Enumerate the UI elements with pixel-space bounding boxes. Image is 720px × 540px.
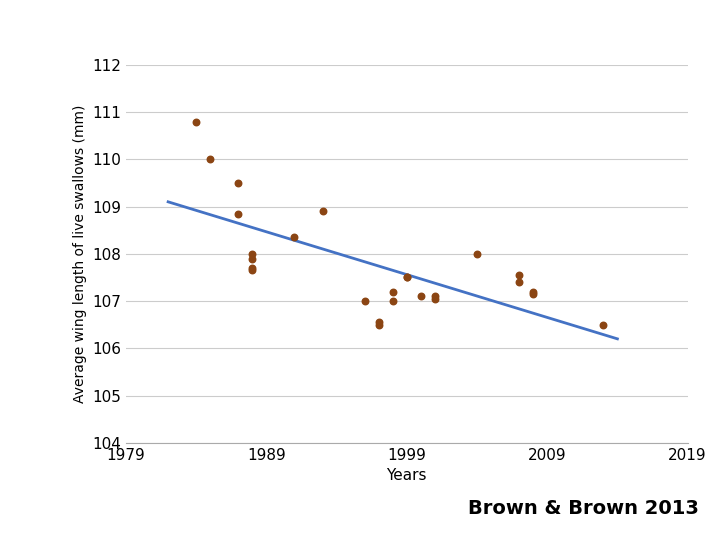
Point: [513, 278, 525, 286]
Point: [204, 155, 216, 164]
Point: [429, 292, 441, 301]
Text: Brown & Brown 2013: Brown & Brown 2013: [467, 500, 698, 518]
Point: [387, 297, 398, 306]
Point: [415, 292, 427, 301]
Point: [233, 179, 244, 187]
Point: [373, 318, 384, 327]
Point: [359, 297, 370, 306]
Point: [401, 273, 413, 282]
Point: [246, 264, 258, 272]
Point: [527, 289, 539, 298]
Point: [387, 287, 398, 296]
Point: [598, 320, 609, 329]
Point: [246, 254, 258, 263]
Point: [246, 266, 258, 275]
Point: [527, 287, 539, 296]
Point: [513, 271, 525, 279]
Point: [246, 249, 258, 258]
Point: [233, 210, 244, 218]
Point: [289, 233, 300, 241]
Point: [471, 249, 482, 258]
Point: [373, 320, 384, 329]
Point: [190, 117, 202, 126]
Point: [429, 294, 441, 303]
Point: [317, 207, 328, 215]
X-axis label: Years: Years: [387, 468, 427, 483]
Point: [401, 273, 413, 282]
Y-axis label: Average wing length of live swallows (mm): Average wing length of live swallows (mm…: [73, 105, 86, 403]
